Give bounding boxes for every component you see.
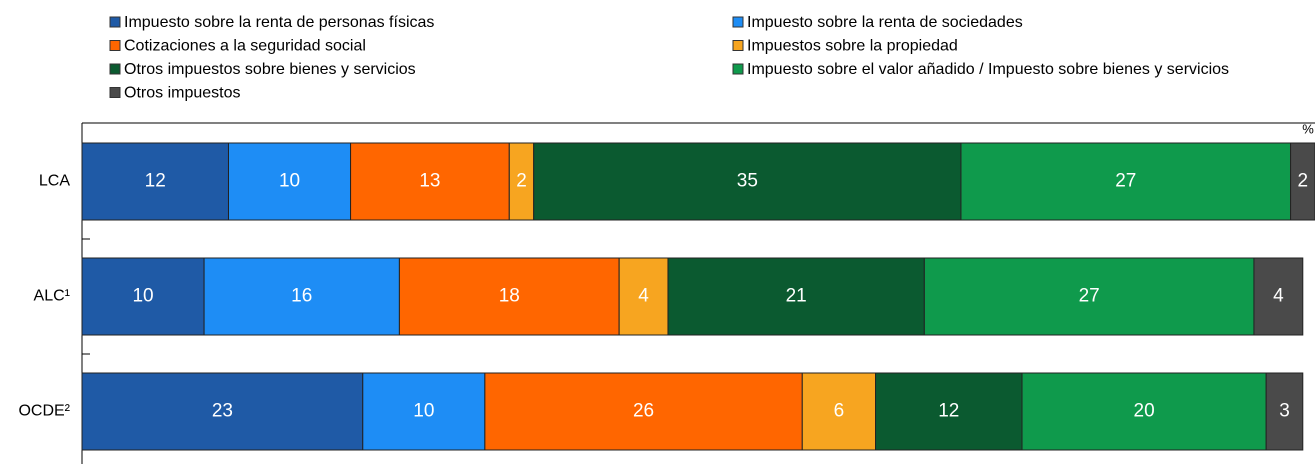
legend-swatch	[732, 40, 744, 51]
legend-label: Otros impuestos sobre bienes y servicios	[124, 61, 416, 78]
value-label: 23	[212, 401, 233, 422]
value-label: 2	[1298, 171, 1309, 192]
value-label: 4	[638, 286, 649, 307]
legend-label: Impuesto sobre la renta de sociedades	[747, 14, 1023, 31]
legend-label: Impuestos sobre la propiedad	[747, 38, 958, 55]
value-label: 12	[938, 401, 959, 422]
value-label: 12	[145, 171, 166, 192]
category-label: OCDE²	[18, 403, 70, 420]
value-label: 10	[413, 401, 434, 422]
legend-swatch	[732, 63, 744, 75]
legend-swatch	[109, 16, 121, 28]
bar-segment	[1253, 257, 1304, 336]
value-label: 16	[291, 286, 312, 307]
bar-segment	[533, 142, 962, 221]
legend-swatch	[109, 63, 121, 75]
value-label: 10	[279, 171, 300, 192]
value-label: 13	[419, 171, 440, 192]
value-label: 4	[1273, 286, 1284, 307]
value-label: 35	[737, 171, 758, 192]
bar-segment	[1021, 372, 1267, 451]
bar-segment	[960, 142, 1292, 221]
bar-segment	[801, 372, 877, 451]
bar-segment	[508, 142, 535, 221]
bar-segment	[227, 142, 352, 221]
bar-segment	[81, 142, 229, 221]
value-label: 27	[1079, 286, 1100, 307]
legend-swatch	[109, 87, 121, 98]
category-label: ALC¹	[34, 288, 70, 305]
bar-segment	[875, 372, 1023, 451]
value-label: 21	[786, 286, 807, 307]
legend-label: Impuesto sobre la renta de personas físi…	[124, 14, 434, 31]
category-label: LCA	[39, 173, 70, 190]
value-label: 6	[834, 401, 845, 422]
value-label: 18	[499, 286, 520, 307]
legend-label: Impuesto sobre el valor añadido / Impues…	[747, 61, 1229, 78]
value-label: 10	[132, 286, 153, 307]
bar-segment	[203, 257, 400, 336]
bar-segment	[350, 142, 510, 221]
legend-label: Otros impuestos	[124, 85, 240, 102]
bar-segment	[362, 372, 486, 451]
bar-segment	[618, 257, 669, 336]
bar-segment	[667, 257, 925, 336]
legend-label: Cotizaciones a la seguridad social	[124, 38, 366, 55]
value-label: 26	[633, 401, 654, 422]
legend-swatch	[109, 40, 121, 51]
bar-segment	[398, 257, 620, 336]
value-label: 3	[1279, 401, 1290, 422]
bar-segment	[1265, 372, 1304, 451]
legend-swatch	[732, 16, 744, 28]
value-label: 20	[1134, 401, 1155, 422]
value-label: 27	[1115, 171, 1136, 192]
bar-segment	[923, 257, 1255, 336]
value-label: 2	[516, 171, 527, 192]
unit-label: %	[1302, 121, 1314, 136]
